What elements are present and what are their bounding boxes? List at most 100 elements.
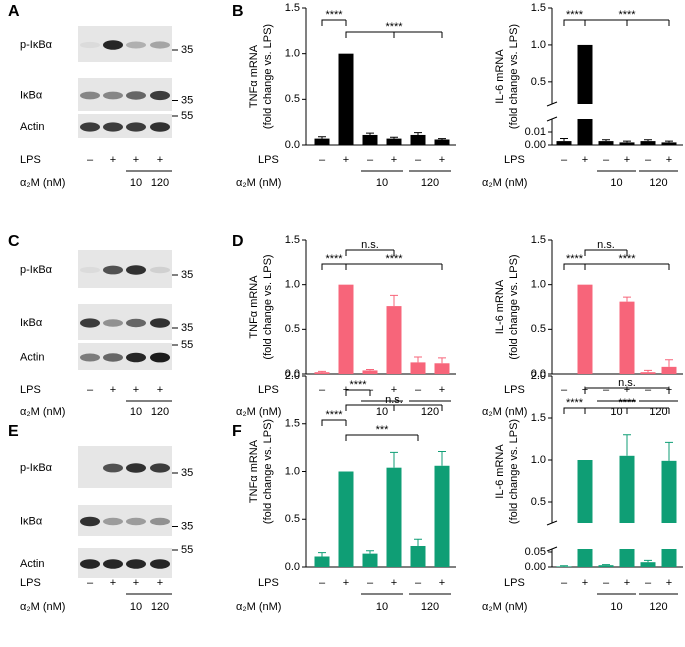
y-tick-label: 0.00 <box>525 561 546 573</box>
significance-label: **** <box>566 9 584 21</box>
panel-letter: B <box>232 3 244 20</box>
blot-band <box>80 41 100 49</box>
bar <box>577 549 593 567</box>
bar <box>434 363 450 374</box>
bar <box>362 134 378 145</box>
bar <box>386 467 402 567</box>
bar <box>661 142 677 145</box>
panel-letter: A <box>8 3 20 20</box>
blot-band <box>150 266 170 274</box>
a2m-value: 120 <box>649 177 667 189</box>
significance-label: *** <box>376 424 390 436</box>
bar <box>640 141 656 145</box>
marker-label: 35 <box>181 322 193 334</box>
y-tick-label: 1.0 <box>531 279 546 291</box>
y-tick-label: 1.5 <box>285 234 300 246</box>
bar <box>619 455 635 523</box>
blot-band <box>103 319 123 327</box>
lps-sign: – <box>415 577 422 589</box>
error-bar <box>602 564 610 566</box>
blot-label: IκBα <box>20 89 43 101</box>
y-tick-label: 0.00 <box>525 139 546 151</box>
blot-band <box>150 318 170 328</box>
axis-break <box>546 116 558 122</box>
error-bar <box>366 369 374 371</box>
error-bar <box>366 550 374 554</box>
error-bar <box>644 559 652 563</box>
blot-band <box>150 463 170 473</box>
lps-sign: – <box>603 384 610 396</box>
blot-band <box>150 517 170 526</box>
blot-label: p-IκBα <box>20 462 53 474</box>
y-axis-label: (fold change vs. LPS) <box>262 24 274 129</box>
error-bar <box>318 370 326 373</box>
error-bar <box>644 369 652 373</box>
a2m-value: 10 <box>130 406 142 418</box>
error-bar <box>560 565 568 567</box>
bar <box>434 465 450 567</box>
blot-band <box>80 91 100 100</box>
lps-sign: – <box>645 154 652 166</box>
lps-sign: – <box>367 154 374 166</box>
y-axis-label: IL-6 mRNA <box>494 444 506 499</box>
error-bar <box>438 138 446 140</box>
y-axis-label: IL-6 mRNA <box>494 279 506 334</box>
significance-label: **** <box>385 253 403 265</box>
bar <box>386 138 402 145</box>
lps-sign: + <box>624 154 630 166</box>
bar <box>661 460 677 523</box>
blot-label: p-IκBα <box>20 264 53 276</box>
blot-band <box>126 463 146 473</box>
bar <box>434 139 450 145</box>
blot-band <box>126 91 146 100</box>
y-tick-label: 1.5 <box>531 2 546 14</box>
y-tick-label: 0.5 <box>285 513 300 525</box>
blot-band <box>103 517 123 526</box>
error-bar <box>318 552 326 557</box>
significance-bracket <box>345 249 395 256</box>
a2m-value: 120 <box>151 406 169 418</box>
significance-bracket <box>584 19 670 26</box>
blot-label: Actin <box>20 558 44 570</box>
a2m-label: α₂M (nM) <box>236 601 281 613</box>
axis-break <box>546 520 558 526</box>
error-bar <box>623 140 631 143</box>
blot-band <box>150 352 170 363</box>
bar <box>577 119 593 145</box>
significance-bracket <box>345 404 443 411</box>
significance-label: **** <box>618 397 636 409</box>
blot-band <box>80 516 100 527</box>
lps-sign: + <box>666 154 672 166</box>
y-tick-label: 1.5 <box>285 2 300 14</box>
blot-band <box>126 41 146 49</box>
lps-sign: + <box>391 577 397 589</box>
error-bar <box>318 136 326 139</box>
error-bar <box>623 434 631 456</box>
bar <box>410 134 426 145</box>
y-tick-label: 0.0 <box>531 368 546 380</box>
bar <box>410 545 426 567</box>
lps-sign: + <box>624 384 630 396</box>
blot-label: Actin <box>20 351 44 363</box>
lps-sign: + <box>157 384 163 396</box>
error-bar <box>438 357 446 364</box>
y-tick-label: 1.5 <box>285 418 300 430</box>
lps-sign: – <box>603 577 610 589</box>
blot-band <box>80 353 100 362</box>
lps-sign: – <box>87 577 94 589</box>
blot-label: Actin <box>20 121 44 133</box>
marker-label: 35 <box>181 520 193 532</box>
significance-label: **** <box>385 21 403 33</box>
blot-image <box>78 26 172 62</box>
significance-bracket <box>345 263 443 270</box>
error-bar <box>414 356 422 363</box>
lps-sign: + <box>439 154 445 166</box>
a2m-value: 120 <box>649 601 667 613</box>
blot-band <box>103 265 123 275</box>
bar <box>556 141 572 145</box>
a2m-label: α₂M (nM) <box>482 177 527 189</box>
blot-band <box>126 318 146 328</box>
marker-label: 55 <box>181 110 193 122</box>
significance-bracket <box>584 263 670 270</box>
